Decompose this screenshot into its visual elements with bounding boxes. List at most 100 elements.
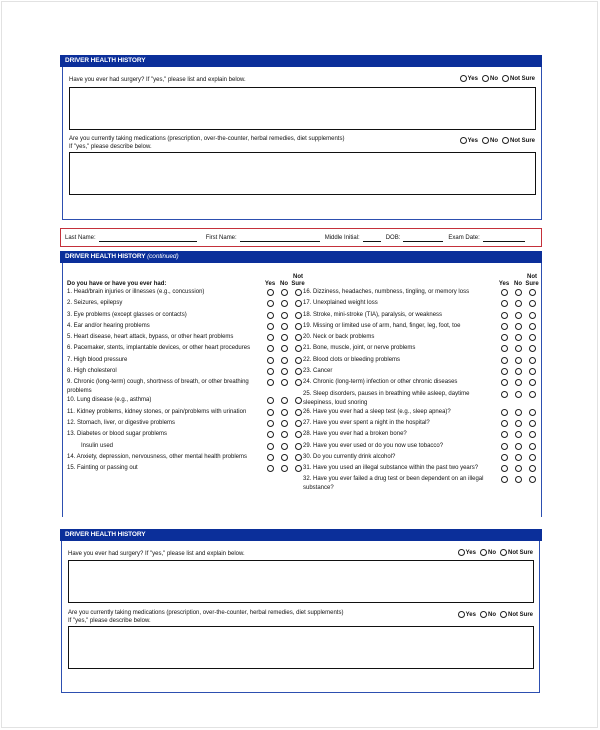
not-sure-radio[interactable] <box>291 408 305 416</box>
yes-radio[interactable] <box>497 419 511 427</box>
no-radio[interactable] <box>511 464 525 473</box>
not-sure-radio[interactable] <box>525 453 539 461</box>
no-radio[interactable] <box>277 430 291 439</box>
medications-textarea[interactable] <box>69 152 536 195</box>
yes-radio[interactable] <box>497 356 511 364</box>
no-radio[interactable] <box>277 367 291 376</box>
yes-radio[interactable] <box>497 367 511 376</box>
not-sure-radio[interactable] <box>525 333 539 342</box>
yes-radio[interactable] <box>497 408 511 416</box>
no-radio[interactable] <box>511 356 525 364</box>
not-sure-radio[interactable] <box>291 344 305 353</box>
yes-radio[interactable] <box>263 344 277 353</box>
not-sure-radio[interactable] <box>525 464 539 473</box>
not-sure-radio[interactable] <box>525 430 539 439</box>
last-name-field[interactable] <box>98 234 197 242</box>
first-name-field[interactable] <box>239 234 320 242</box>
yes-radio[interactable] <box>497 430 511 439</box>
not-sure-radio[interactable] <box>291 299 305 308</box>
yes-radio[interactable] <box>497 322 511 330</box>
yes-radio[interactable] <box>263 333 277 342</box>
not-sure-radio[interactable]: Not Sure <box>501 137 535 144</box>
no-radio[interactable] <box>511 333 525 342</box>
yes-radio[interactable] <box>263 322 277 330</box>
not-sure-radio[interactable] <box>525 322 539 330</box>
no-radio[interactable] <box>511 367 525 376</box>
yes-radio[interactable] <box>497 288 511 296</box>
no-radio[interactable] <box>277 419 291 427</box>
not-sure-radio[interactable] <box>291 311 305 319</box>
yes-radio[interactable] <box>497 464 511 473</box>
not-sure-radio[interactable] <box>525 367 539 376</box>
yes-radio[interactable] <box>263 464 277 473</box>
no-radio[interactable] <box>511 344 525 353</box>
yes-radio[interactable] <box>263 311 277 319</box>
no-radio[interactable] <box>511 322 525 330</box>
yes-radio[interactable] <box>497 311 511 319</box>
not-sure-radio[interactable]: Not Sure <box>501 75 535 82</box>
not-sure-radio[interactable]: Not Sure <box>499 549 533 556</box>
dob-field[interactable] <box>403 234 444 242</box>
not-sure-radio[interactable] <box>291 378 305 387</box>
no-radio[interactable] <box>511 419 525 427</box>
no-radio[interactable] <box>277 396 291 405</box>
no-radio[interactable] <box>511 408 525 416</box>
no-radio[interactable] <box>277 408 291 416</box>
yes-radio[interactable] <box>263 419 277 427</box>
yes-radio[interactable] <box>263 396 277 405</box>
not-sure-radio[interactable] <box>291 419 305 427</box>
not-sure-radio[interactable] <box>525 475 539 484</box>
surgery-textarea[interactable] <box>68 560 534 603</box>
yes-radio[interactable] <box>497 344 511 353</box>
yes-radio[interactable] <box>263 453 277 461</box>
not-sure-radio[interactable] <box>525 378 539 387</box>
yes-radio[interactable] <box>497 333 511 342</box>
no-radio[interactable] <box>277 344 291 353</box>
no-radio[interactable] <box>511 475 525 484</box>
no-radio[interactable] <box>277 322 291 330</box>
yes-radio[interactable] <box>497 475 511 484</box>
yes-radio[interactable] <box>497 299 511 308</box>
no-radio[interactable] <box>511 311 525 319</box>
yes-radio[interactable] <box>497 390 511 398</box>
no-radio[interactable]: No <box>481 75 498 82</box>
yes-radio[interactable]: Yes <box>459 137 478 144</box>
not-sure-radio[interactable] <box>291 442 305 450</box>
not-sure-radio[interactable] <box>291 288 305 296</box>
not-sure-radio[interactable] <box>525 419 539 427</box>
no-radio[interactable] <box>277 288 291 296</box>
no-radio[interactable] <box>277 311 291 319</box>
yes-radio[interactable] <box>263 299 277 308</box>
not-sure-radio[interactable] <box>291 464 305 473</box>
no-radio[interactable] <box>511 390 525 398</box>
not-sure-radio[interactable] <box>525 299 539 308</box>
yes-radio[interactable] <box>263 378 277 387</box>
no-radio[interactable] <box>511 453 525 461</box>
exam-date-field[interactable] <box>482 234 525 242</box>
no-radio[interactable] <box>277 378 291 387</box>
not-sure-radio[interactable] <box>525 390 539 398</box>
no-radio[interactable] <box>511 288 525 296</box>
no-radio[interactable] <box>277 464 291 473</box>
yes-radio[interactable] <box>263 430 277 439</box>
yes-radio[interactable] <box>497 442 511 450</box>
no-radio[interactable] <box>277 356 291 364</box>
surgery-textarea[interactable] <box>69 87 536 130</box>
not-sure-radio[interactable] <box>525 442 539 450</box>
yes-radio[interactable] <box>497 453 511 461</box>
no-radio[interactable] <box>511 378 525 387</box>
not-sure-radio[interactable] <box>525 288 539 296</box>
no-radio[interactable] <box>511 442 525 450</box>
not-sure-radio[interactable] <box>291 367 305 376</box>
yes-radio[interactable]: Yes <box>457 611 476 618</box>
not-sure-radio[interactable]: Not Sure <box>499 611 533 618</box>
no-radio[interactable] <box>277 442 291 450</box>
no-radio[interactable]: No <box>479 549 496 556</box>
not-sure-radio[interactable] <box>291 453 305 461</box>
not-sure-radio[interactable] <box>525 344 539 353</box>
not-sure-radio[interactable] <box>291 333 305 342</box>
no-radio[interactable] <box>277 453 291 461</box>
yes-radio[interactable]: Yes <box>459 75 478 82</box>
no-radio[interactable] <box>511 299 525 308</box>
not-sure-radio[interactable] <box>291 322 305 330</box>
